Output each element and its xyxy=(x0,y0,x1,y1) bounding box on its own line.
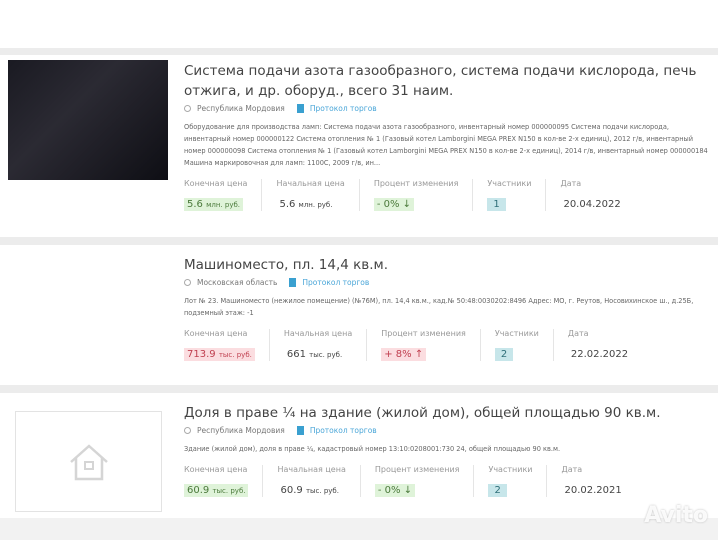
photo-placeholder xyxy=(15,411,162,512)
house-icon xyxy=(69,443,108,480)
final-price: 713.9 тыс. руб. xyxy=(184,348,255,361)
divider xyxy=(0,518,718,540)
protocol-link[interactable]: Протокол торгов xyxy=(302,278,370,287)
start-price: 661 тыс. руб. xyxy=(286,349,343,360)
lot-card[interactable]: Машиноместо, пл. 14,4 кв.м. Московская о… xyxy=(0,245,718,385)
document-icon xyxy=(296,426,304,435)
lot-title[interactable]: Машиноместо, пл. 14,4 кв.м. xyxy=(184,257,389,273)
participants-label: Участники xyxy=(488,465,533,474)
final-price-label: Конечная цена xyxy=(184,179,248,188)
document-icon xyxy=(289,278,297,287)
lot-card[interactable]: Доля в праве ¼ на здание (жилой дом), об… xyxy=(0,393,718,518)
participants-label: Участники xyxy=(487,179,532,188)
divider xyxy=(0,385,718,393)
participants-count: 1 xyxy=(487,198,506,211)
start-price-label: Начальная цена xyxy=(277,465,346,474)
percent-label: Процент изменения xyxy=(373,179,459,188)
protocol-link[interactable]: Протокол торгов xyxy=(309,426,377,435)
location-pin-icon xyxy=(184,427,191,434)
participants-count: 2 xyxy=(494,348,514,361)
lot-title[interactable]: Система подачи азота газообразного, сист… xyxy=(184,63,697,99)
final-price: 5.6 млн. руб. xyxy=(184,198,244,211)
lot-description: Здание (жилой дом), доля в праве ¼, када… xyxy=(184,445,561,453)
divider xyxy=(0,237,718,245)
final-price-label: Конечная цена xyxy=(184,465,248,474)
lot-description: Оборудование для производства ламп: Сист… xyxy=(184,123,708,167)
lot-title[interactable]: Доля в праве ¼ на здание (жилой дом), об… xyxy=(184,405,661,421)
location-pin-icon xyxy=(184,279,191,286)
lot-region: Республика Мордовия xyxy=(197,426,285,435)
lot-date: 22.02.2022 xyxy=(570,349,629,360)
start-price: 5.6 млн. руб. xyxy=(279,199,333,210)
percent-change: - 0% ↓ xyxy=(373,198,415,211)
lot-date: 20.02.2021 xyxy=(564,485,622,496)
date-label: Дата xyxy=(561,465,583,474)
participants-count: 2 xyxy=(488,484,507,497)
percent-label: Процент изменения xyxy=(374,465,460,474)
document-icon xyxy=(296,104,304,113)
avito-watermark: Avito xyxy=(644,503,708,528)
divider xyxy=(0,48,718,55)
start-price-label: Начальная цена xyxy=(283,329,353,338)
lot-date: 20.04.2022 xyxy=(563,199,621,210)
final-price: 60.9 тыс. руб. xyxy=(184,484,249,497)
lot-region: Республика Мордовия xyxy=(197,104,285,113)
lot-photo[interactable] xyxy=(8,60,168,180)
lot-region: Московская область xyxy=(197,278,278,287)
percent-label: Процент изменения xyxy=(381,329,466,338)
final-price-label: Конечная цена xyxy=(184,329,248,338)
lot-card[interactable]: Система подачи азота газообразного, сист… xyxy=(0,55,718,237)
start-price-label: Начальная цена xyxy=(276,179,345,188)
percent-change: - 0% ↓ xyxy=(374,484,416,497)
protocol-link[interactable]: Протокол торгов xyxy=(309,104,377,113)
date-label: Дата xyxy=(567,329,589,338)
start-price: 60.9 тыс. руб. xyxy=(280,485,339,496)
date-label: Дата xyxy=(560,179,582,188)
location-pin-icon xyxy=(184,105,191,112)
lot-description: Лот № 23. Машиноместо (нежилое помещение… xyxy=(184,297,694,317)
participants-label: Участники xyxy=(494,329,539,338)
percent-change: + 8% ↑ xyxy=(381,348,427,361)
